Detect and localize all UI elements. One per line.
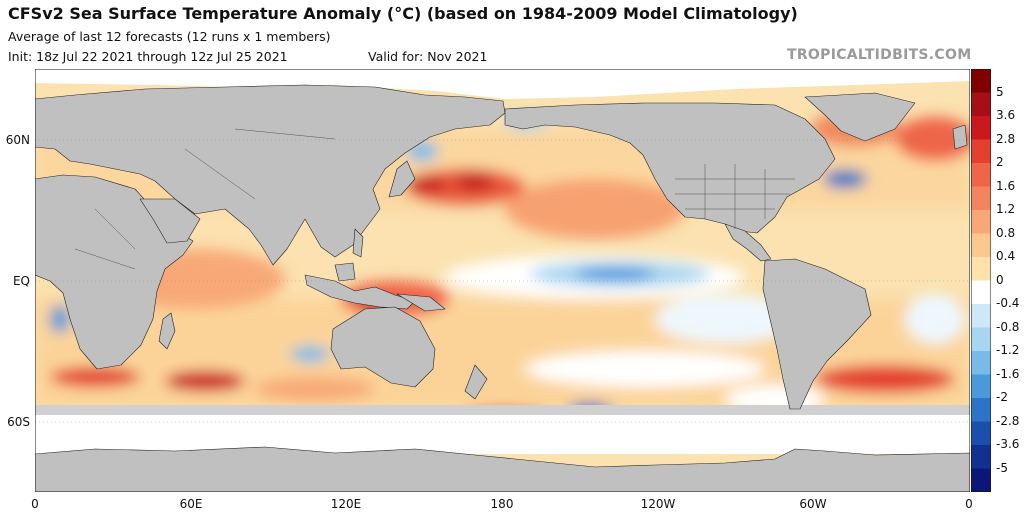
colorbar-tick-label: 3.6 (996, 108, 1016, 122)
land-eurasia (35, 84, 506, 266)
land-japan (388, 160, 416, 198)
colorbar-swatch (971, 398, 991, 422)
lon-label-180: 180 (490, 497, 514, 511)
land-central-america (724, 223, 772, 262)
colorbar-swatch (971, 280, 991, 305)
land-philippines (352, 228, 364, 258)
colorbar-swatch (971, 186, 991, 211)
colorbar-swatch (971, 210, 991, 234)
lon-label-0-east: 0 (965, 497, 973, 511)
colorbar-tick-label: 0.8 (996, 225, 1016, 240)
source-watermark[interactable]: TROPICALTIDBITS.COM (787, 47, 972, 63)
lat-label-60n: 60N (5, 133, 30, 147)
arctic-sea-ice (35, 69, 970, 99)
colorbar-swatch (971, 351, 991, 375)
map-title: CFSv2 Sea Surface Temperature Anomaly (°… (8, 4, 798, 23)
colorbar-tick-label: 0 (996, 272, 1004, 287)
land-antarctica (35, 446, 970, 492)
colorbar-tick-label: -0.8 (996, 319, 1020, 334)
land-africa (35, 174, 194, 370)
colorbar-swatch (971, 233, 991, 258)
land-madagascar (158, 312, 176, 350)
colorbar-tick-label: -2.8 (996, 413, 1020, 428)
colorbar-swatch (971, 468, 991, 492)
ice-edge-band (35, 405, 970, 415)
colorbar-tick-label: -3.6 (996, 437, 1020, 451)
country-borders (74, 128, 795, 270)
colorbar-tick-label: 5 (996, 84, 1004, 99)
colorbar-swatch (971, 139, 991, 164)
colorbar-swatch (971, 92, 991, 117)
map-subtitle: Average of last 12 forecasts (12 runs x … (8, 29, 331, 44)
land-new-guinea (396, 293, 446, 312)
antarctic-sea-ice (35, 414, 970, 454)
land-borneo (334, 262, 356, 282)
colorbar-swatch (971, 69, 991, 93)
colorbar-tick-label: -1.6 (996, 366, 1020, 381)
lon-label-0: 0 (31, 497, 39, 511)
land-british-isles (952, 124, 968, 150)
valid-time: Valid for: Nov 2021 (368, 49, 488, 64)
land-south-america (762, 258, 872, 410)
lon-label-120e: 120E (330, 497, 362, 511)
land (35, 84, 970, 492)
land-australia (330, 306, 436, 388)
lon-label-60e: 60E (179, 497, 203, 511)
colorbar-tick-label: -5 (996, 460, 1008, 475)
colorbar (971, 69, 991, 492)
colorbar-tick-label: 0.4 (996, 249, 1016, 263)
colorbar-tick-label: 1.6 (996, 178, 1016, 193)
land-arabia (139, 198, 201, 244)
lon-label-60w: 60W (799, 497, 827, 511)
land-indonesia (304, 274, 416, 310)
colorbar-swatch (971, 163, 991, 187)
colorbar-tick-label: -2 (996, 390, 1008, 404)
colorbar-swatch (971, 374, 991, 399)
colorbar-tick-label: 2.8 (996, 131, 1016, 146)
colorbar-tick-label: -1.2 (996, 343, 1020, 357)
colorbar-tick-label: -0.4 (996, 296, 1020, 310)
colorbar-swatch (971, 327, 991, 352)
colorbar-swatch (971, 445, 991, 469)
sst-anomaly-map (35, 69, 970, 492)
colorbar-tick-label: 2 (996, 155, 1004, 169)
colorbar-swatch (971, 421, 991, 446)
land-greenland (804, 92, 916, 142)
colorbar-swatch (971, 257, 991, 281)
init-time: Init: 18z Jul 22 2021 through 12z Jul 25… (8, 49, 288, 64)
lat-label-60s: 60S (7, 415, 30, 429)
colorbar-swatch (971, 116, 991, 140)
lat-label-eq: EQ (12, 274, 30, 288)
land-new-zealand (464, 364, 488, 400)
lon-label-120w: 120W (640, 497, 676, 511)
colorbar-swatch (971, 304, 991, 328)
colorbar-tick-label: 1.2 (996, 202, 1016, 216)
